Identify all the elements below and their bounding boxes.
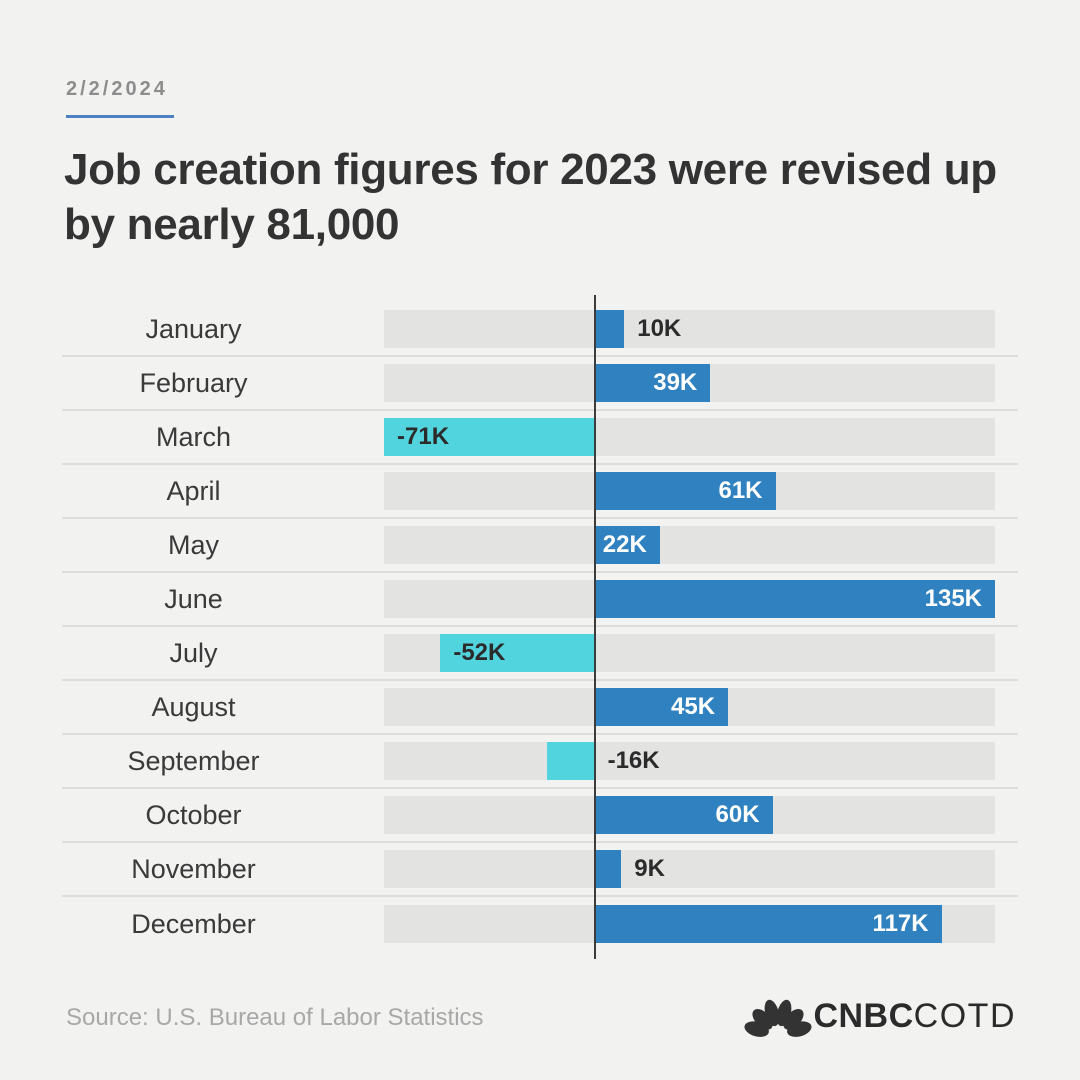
negative-bar xyxy=(547,742,595,780)
cotd-wordmark: COTD xyxy=(913,996,1016,1035)
bar-track: 45K xyxy=(384,688,995,726)
chart-row: February 39K xyxy=(62,357,1018,411)
month-label: January xyxy=(145,313,242,344)
month-label: December xyxy=(131,908,256,939)
bar-track: -52K xyxy=(384,634,995,672)
value-label: 9K xyxy=(634,855,665,882)
value-label: -52K xyxy=(453,639,506,666)
value-label: 117K xyxy=(872,910,929,937)
chart-row: March -71K xyxy=(62,411,1018,465)
zero-axis-line xyxy=(593,295,596,959)
value-label: -16K xyxy=(607,747,660,774)
nbc-peacock-icon xyxy=(744,999,812,1037)
month-label: August xyxy=(151,691,236,722)
chart-row: June 135K xyxy=(62,573,1018,627)
date-label: 2/2/2024 xyxy=(66,78,168,100)
positive-bar xyxy=(594,688,729,726)
value-label: 61K xyxy=(718,477,763,504)
positive-bar xyxy=(594,526,660,564)
cnbc-cotd-logo: CNBC COTD xyxy=(744,994,1016,1038)
value-label: 39K xyxy=(653,369,698,396)
value-label: 135K xyxy=(924,585,982,612)
month-label: February xyxy=(139,367,248,398)
chart-row: May 22K xyxy=(62,519,1018,573)
bar-track: 117K xyxy=(384,905,995,943)
value-label: 22K xyxy=(602,531,647,558)
month-label: October xyxy=(145,799,242,830)
value-label: 60K xyxy=(715,801,760,828)
chart-row: January 10K xyxy=(62,303,1018,357)
month-label: September xyxy=(127,745,260,776)
bar-track: 61K xyxy=(384,472,995,510)
negative-bar xyxy=(384,418,595,456)
bar-track: -71K xyxy=(384,418,995,456)
negative-bar xyxy=(440,634,595,672)
chart-row: April 61K xyxy=(62,465,1018,519)
date-underline xyxy=(66,115,174,118)
month-label: May xyxy=(167,529,219,560)
chart-row: December 117K xyxy=(62,897,1018,951)
positive-bar xyxy=(594,310,625,348)
value-label: -71K xyxy=(397,423,450,450)
chart-row: October 60K xyxy=(62,789,1018,843)
bar-track: 9K xyxy=(384,850,995,888)
positive-bar xyxy=(594,472,776,510)
bar-chart: January 10K February 39K March -71K April 61K Ma… xyxy=(62,295,1018,959)
bar-track: -16K xyxy=(384,742,995,780)
positive-bar xyxy=(594,364,711,402)
bar-track: 10K xyxy=(384,310,995,348)
value-label: 45K xyxy=(671,693,716,720)
source-label: Source: U.S. Bureau of Labor Statistics xyxy=(66,1004,484,1031)
cnbc-wordmark: CNBC xyxy=(813,996,914,1035)
chart-row: August 45K xyxy=(62,681,1018,735)
bar-track: 60K xyxy=(384,796,995,834)
page-title: Job creation figures for 2023 were revis… xyxy=(64,145,997,249)
bar-track: 39K xyxy=(384,364,995,402)
month-label: July xyxy=(169,637,218,668)
positive-bar xyxy=(594,850,622,888)
value-label: 10K xyxy=(637,315,682,342)
month-label: March xyxy=(155,421,231,452)
positive-bar xyxy=(594,580,995,618)
bar-track: 22K xyxy=(384,526,995,564)
chart-row: September -16K xyxy=(62,735,1018,789)
chart-row: November 9K xyxy=(62,843,1018,897)
bar-track: 135K xyxy=(384,580,995,618)
positive-bar xyxy=(594,796,773,834)
month-label: April xyxy=(166,475,221,506)
month-label: June xyxy=(164,583,223,614)
positive-bar xyxy=(594,905,942,943)
chart-row: July -52K xyxy=(62,627,1018,681)
chart-rows: January 10K February 39K March -71K April 61K Ma… xyxy=(62,303,1018,951)
month-label: November xyxy=(131,853,256,884)
